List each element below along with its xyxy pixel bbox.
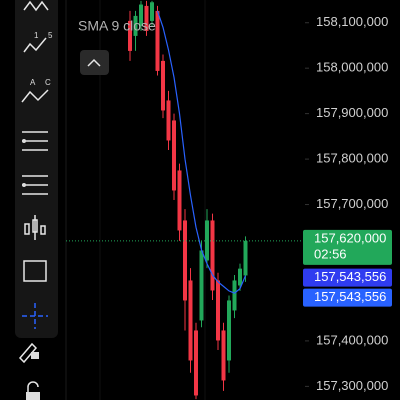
sma-price-label: 157,543,556 [314,269,386,284]
sma-line [156,10,247,294]
tool-long[interactable] [22,131,48,151]
candle-body [232,280,237,311]
countdown: 02:56 [314,246,347,261]
svg-text:C: C [45,78,51,87]
price-axis: 157,300,000 157,400,000 157,700,000 157,800… [303,14,392,393]
y-tick-label: 157,900,000 [316,105,388,120]
candle-body [199,250,204,321]
plot [66,0,303,400]
candle-body [150,2,154,21]
candle-body [194,330,198,396]
candle-body [144,5,149,31]
candle-body [221,330,226,381]
candle-body [161,60,165,111]
sma-price-label: 157,543,556 [314,289,386,304]
sma-price-box [303,268,392,287]
candle-body [227,300,231,361]
tool-pattern[interactable] [23,0,49,12]
candle-body [133,15,138,36]
tool-cross[interactable] [22,303,48,329]
svg-text:A: A [30,78,36,87]
candle-body [155,10,160,71]
tool-candles[interactable] [24,215,46,240]
svg-text:5: 5 [48,31,53,40]
y-tick-label: 157,700,000 [316,196,388,211]
candle-body [188,280,193,361]
y-tick-label: 157,800,000 [316,151,388,166]
last-price-box [303,229,392,265]
y-tick-label: 158,000,000 [316,60,388,75]
sma-legend: SMA 9 close [78,18,156,34]
tool-short[interactable] [22,175,48,195]
candle-body [166,100,171,141]
candle-body [183,220,187,301]
candle-body [128,20,132,51]
sma-price-box [303,288,392,307]
svg-text:1: 1 [34,31,39,40]
y-tick-label: 157,400,000 [316,332,388,347]
candle-body [139,4,143,26]
tool-elliott[interactable]: 51 [23,31,53,53]
y-tick-label: 158,100,000 [316,14,388,29]
tool-pencil-lock[interactable] [18,342,39,364]
candle-body [177,170,182,231]
candle-body [210,220,215,291]
candle-body [172,120,176,191]
candle-body [216,280,220,341]
last-price-label: 157,620,000 [314,230,386,245]
tool-rect[interactable] [23,260,47,282]
collapse-button[interactable] [80,50,109,75]
candle-body [243,240,248,276]
tool-lock[interactable] [26,381,40,400]
y-tick-label: 157,300,000 [316,378,388,393]
candle-body [238,268,242,286]
